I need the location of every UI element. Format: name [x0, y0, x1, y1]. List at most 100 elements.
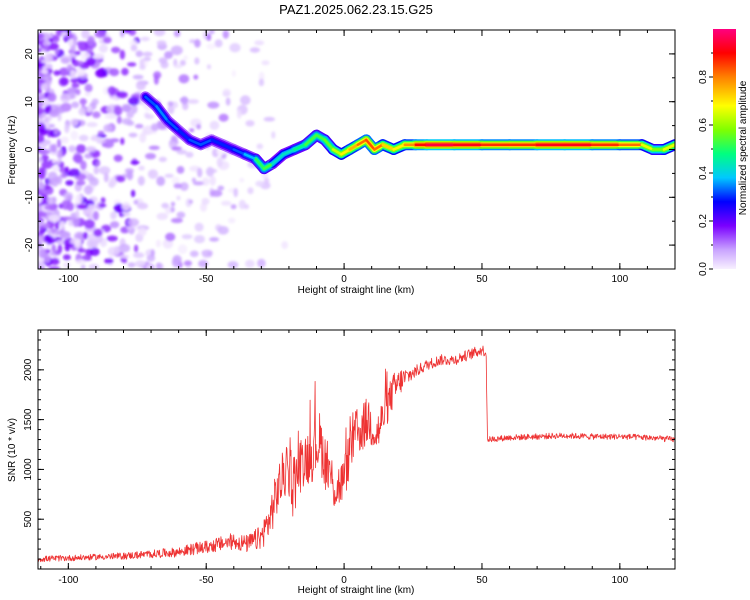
- spectrogram-noise-cell: [239, 177, 245, 183]
- spectrogram-noise-cell: [60, 77, 69, 86]
- y-tick-label: 10: [24, 96, 35, 108]
- spectrogram-noise-cell: [78, 134, 89, 142]
- spectrogram-noise-cell: [103, 124, 113, 133]
- spectrogram-x-ticks: -100 -50 0 50 100: [40, 30, 676, 285]
- spectrogram-noise-cell: [53, 70, 61, 76]
- snr-panel: -100 -50 0 50 100 500 1000 1500 2000 Height of …: [7, 329, 676, 596]
- spectrogram-noise-cell: [198, 259, 209, 268]
- spectrogram-noise-cell: [167, 101, 174, 107]
- colorbar: 0.0 0.2 0.4 0.6 0.8 Normalized spectral ampl…: [698, 29, 749, 276]
- spectrogram-noise-cell: [257, 258, 266, 268]
- spectrogram-noise-cell: [97, 130, 105, 135]
- spectrogram-ridge-segment: [155, 105, 169, 123]
- spectrogram-noise-cell: [189, 250, 199, 258]
- spectrogram-noise-cell: [109, 221, 120, 229]
- spectrogram-noise-cell: [79, 98, 87, 105]
- spectrogram-noise-cell: [81, 254, 92, 261]
- spectrogram-noise-cell: [75, 209, 80, 220]
- spectrogram-noise-cell: [86, 122, 98, 128]
- colorbar-label: Normalized spectral amplitude: [738, 80, 749, 215]
- spectrogram-noise-cell: [60, 136, 69, 144]
- x-tick-label: 100: [612, 274, 629, 285]
- spectrogram-noise-cell: [115, 175, 126, 183]
- spectrogram-noise-cell: [40, 82, 49, 91]
- spectrogram-noise-cell: [83, 185, 93, 195]
- spectrogram-noise-cell: [155, 239, 161, 248]
- spectrogram-noise-cell: [38, 167, 46, 174]
- spectrogram-noise-cell: [93, 166, 100, 175]
- spectrogram-noise-cell: [227, 217, 236, 224]
- spectrogram-noise-cell: [71, 57, 76, 64]
- snr-x-ticks: -100 -50 0 50 100: [40, 330, 676, 586]
- spectrogram-noise-cell: [134, 244, 139, 253]
- spectrogram-noise-cell: [61, 31, 68, 37]
- spectrogram-noise-cell: [222, 88, 231, 97]
- spectrogram-noise-cell: [256, 143, 264, 150]
- spectrogram-noise-cell: [50, 257, 60, 265]
- spectrogram-noise-cell: [52, 34, 60, 43]
- spectrogram-noise-cell: [214, 39, 223, 48]
- spectrogram-noise-cell: [75, 194, 83, 204]
- spectrogram-noise-cell: [183, 260, 192, 267]
- spectrogram-noise-cell: [93, 53, 104, 59]
- spectrogram-noise-cell: [80, 264, 86, 269]
- spectrogram-noise-cell: [58, 149, 63, 157]
- spectrogram-noise-cell: [194, 57, 200, 65]
- spectrogram-noise-cell: [86, 105, 93, 113]
- spectrogram-noise-cell: [111, 46, 121, 54]
- spectrogram-noise-cell: [38, 32, 45, 40]
- spectrogram-noise-cell: [209, 175, 216, 186]
- spectrogram-noise-cell: [209, 237, 220, 242]
- spectrogram-noise-cell: [121, 258, 128, 264]
- spectrogram-noise-cell: [51, 228, 56, 234]
- spectrogram-noise-cell: [63, 262, 71, 268]
- spectrogram-noise-cell: [38, 156, 43, 163]
- snr-y-label: SNR (10 * v/v): [7, 418, 18, 482]
- spectrogram-noise-cell: [139, 132, 147, 143]
- spectrogram-noise-cell: [197, 167, 203, 178]
- y-tick-label: 1500: [23, 408, 34, 431]
- spectrogram-noise-cell: [89, 247, 100, 256]
- spectrogram-noise-cell: [70, 118, 79, 127]
- y-tick-label: -20: [24, 237, 35, 252]
- spectrogram-noise-cell: [176, 149, 187, 155]
- spectrogram-noise-cell: [55, 106, 66, 114]
- x-tick-label: 50: [476, 575, 488, 586]
- spectrogram-noise-cell: [61, 216, 74, 221]
- spectrogram-noise-cell: [76, 180, 86, 186]
- spectrogram-noise-cell: [48, 266, 61, 269]
- spectrogram-noise-cell: [148, 145, 160, 150]
- snr-series-line: [38, 345, 675, 563]
- y-tick-label: 20: [24, 48, 35, 60]
- spectrogram-noise-cell: [88, 176, 96, 182]
- spectrogram-noise-cell: [218, 113, 229, 122]
- spectrogram-noise-cell: [57, 138, 62, 148]
- spectrogram-noise-cell: [156, 212, 168, 220]
- spectrogram-noise-cell: [68, 145, 76, 153]
- spectrogram-noise-cell: [139, 58, 145, 68]
- spectrogram-noise-cell: [227, 261, 239, 269]
- spectrogram-noise-cell: [38, 189, 49, 195]
- spectrogram-noise-cell: [46, 79, 52, 86]
- spectrogram-noise-cell: [225, 97, 231, 106]
- x-tick-label: -100: [58, 274, 78, 285]
- spectrogram-noise-cell: [126, 111, 134, 119]
- spectrogram-noise-cell: [206, 43, 216, 50]
- spectrogram-noise-cell: [44, 53, 52, 63]
- colorbar-tick-label: 0.4: [698, 166, 709, 180]
- spectrogram-noise-cell: [45, 115, 53, 122]
- spectrogram-noise-cell: [103, 172, 109, 183]
- spectrogram-noise-cell: [38, 88, 43, 94]
- spectrogram-noise-cell: [121, 201, 131, 211]
- spectrogram-noise-cell: [115, 91, 128, 99]
- y-tick-label: 1000: [23, 458, 34, 481]
- spectrogram-noise-cell: [231, 70, 236, 77]
- spectrogram-noise-cell: [130, 189, 136, 198]
- spectrogram-noise-cell: [123, 212, 131, 217]
- spectrogram-noise-cell: [158, 156, 167, 163]
- spectrogram-noise-cell: [156, 176, 166, 187]
- spectrogram-noise-cell: [122, 30, 132, 34]
- spectrogram-noise-cell: [207, 101, 220, 109]
- spectrogram-noise-cell: [47, 63, 53, 70]
- spectrogram-noise-cell: [64, 166, 70, 173]
